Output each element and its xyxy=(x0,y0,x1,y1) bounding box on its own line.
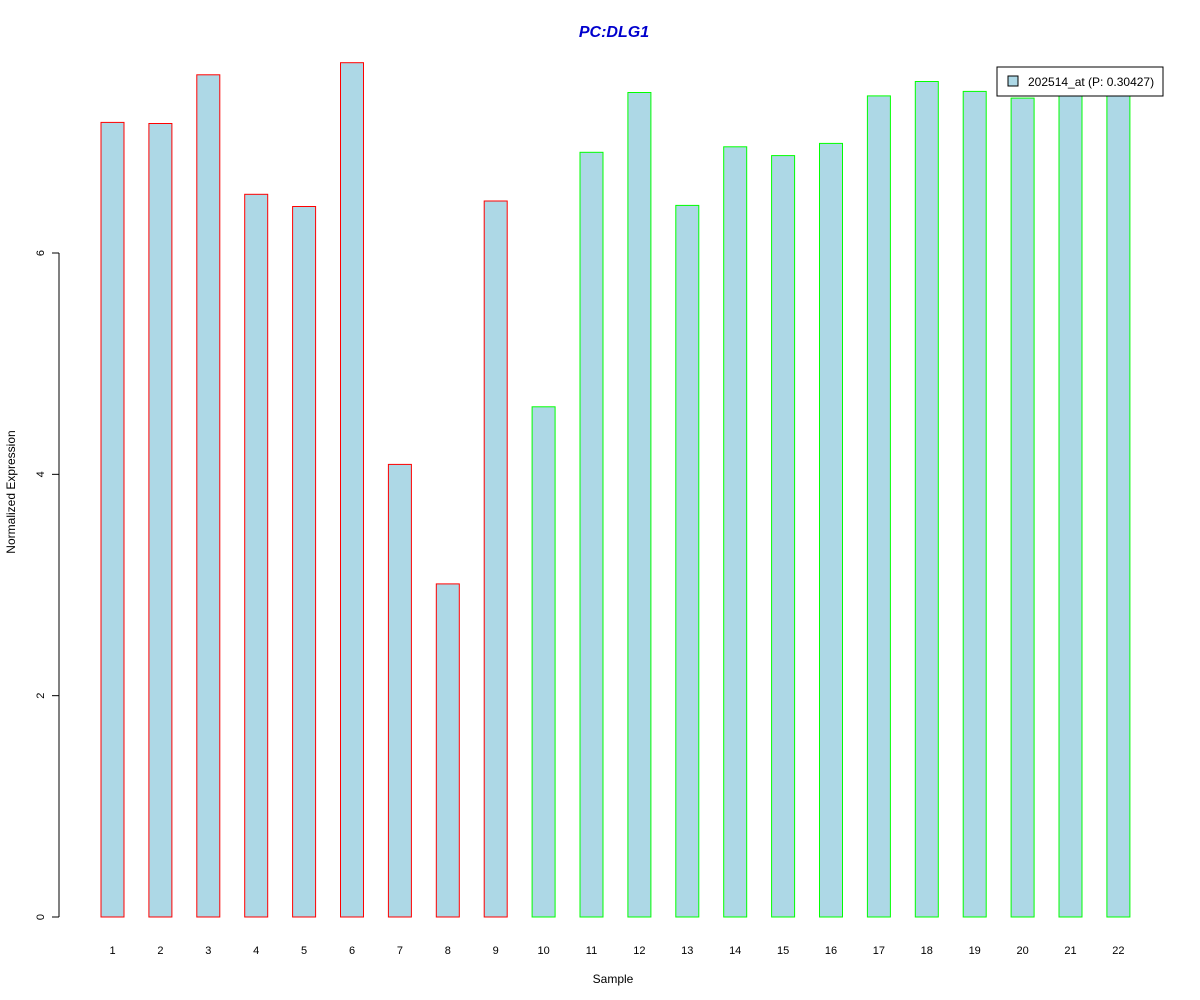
bar-sample-20 xyxy=(1010,97,1035,918)
x-tick-label: 4 xyxy=(253,945,259,957)
bar-sample-16 xyxy=(819,142,843,918)
x-tick-label: 17 xyxy=(873,945,885,957)
x-tick-label: 16 xyxy=(825,945,837,957)
y-tick-label: 0 xyxy=(35,914,47,920)
bar-sample-22 xyxy=(1106,93,1131,918)
bar-sample-15 xyxy=(771,155,796,918)
x-tick-label: 13 xyxy=(681,945,693,957)
bar-sample-17 xyxy=(866,95,891,918)
x-tick-label: 9 xyxy=(493,945,499,957)
bar-sample-8 xyxy=(435,583,460,918)
x-tick-label: 10 xyxy=(537,945,549,957)
bar-sample-14 xyxy=(723,146,748,918)
bar-sample-5 xyxy=(292,206,317,918)
x-tick-label: 14 xyxy=(729,945,741,957)
bar-sample-11 xyxy=(579,151,604,918)
x-tick-label: 20 xyxy=(1016,945,1028,957)
x-tick-label: 15 xyxy=(777,945,789,957)
bar-sample-4 xyxy=(244,193,269,918)
y-axis-label: Normalized Expression xyxy=(4,430,18,553)
y-tick-label: 4 xyxy=(35,471,47,477)
bar-sample-21 xyxy=(1058,94,1083,918)
chart-title: PC:DLG1 xyxy=(579,24,649,41)
x-tick-labels: 1 2 3 4 5 6 7 8 9 10 11 12 13 14 15 16 17 18 19 20 21 22 xyxy=(109,945,1124,957)
legend-label: 202514_at (P: 0.30427) xyxy=(1028,75,1154,89)
bar-sample-1 xyxy=(100,121,125,918)
x-tick-label: 7 xyxy=(397,945,403,957)
bar-sample-2 xyxy=(148,123,173,918)
x-tick-label: 6 xyxy=(349,945,355,957)
x-tick-label: 3 xyxy=(205,945,211,957)
bar-sample-19 xyxy=(962,90,987,918)
legend-box xyxy=(996,66,1164,97)
bar-sample-6 xyxy=(340,62,364,918)
x-tick-label: 8 xyxy=(445,945,451,957)
y-tick-label: 2 xyxy=(35,693,47,699)
x-tick-label: 5 xyxy=(301,945,307,957)
x-tick-label: 11 xyxy=(586,945,597,957)
bar-sample-18 xyxy=(914,81,939,918)
bar-sample-3 xyxy=(196,74,221,918)
x-tick-label: 18 xyxy=(921,945,933,957)
x-tick-label: 22 xyxy=(1112,945,1124,957)
bar-sample-13 xyxy=(675,204,700,918)
bar-sample-10 xyxy=(531,406,556,918)
x-tick-label: 1 xyxy=(109,945,115,957)
legend: 202514_at (P: 0.30427) xyxy=(996,66,1164,97)
bar-sample-7 xyxy=(387,463,412,918)
y-tick-label: 6 xyxy=(35,250,47,256)
x-tick-label: 2 xyxy=(157,945,163,957)
legend-swatch xyxy=(1007,75,1019,87)
bars xyxy=(100,62,1131,918)
x-axis-label: Sample xyxy=(593,972,634,986)
y-axis: 0 2 4 6 xyxy=(35,250,60,920)
bar-sample-12 xyxy=(627,92,652,918)
x-tick-label: 12 xyxy=(633,945,645,957)
bar-sample-9 xyxy=(483,200,508,918)
x-tick-label: 19 xyxy=(969,945,981,957)
x-tick-label: 21 xyxy=(1064,945,1076,957)
